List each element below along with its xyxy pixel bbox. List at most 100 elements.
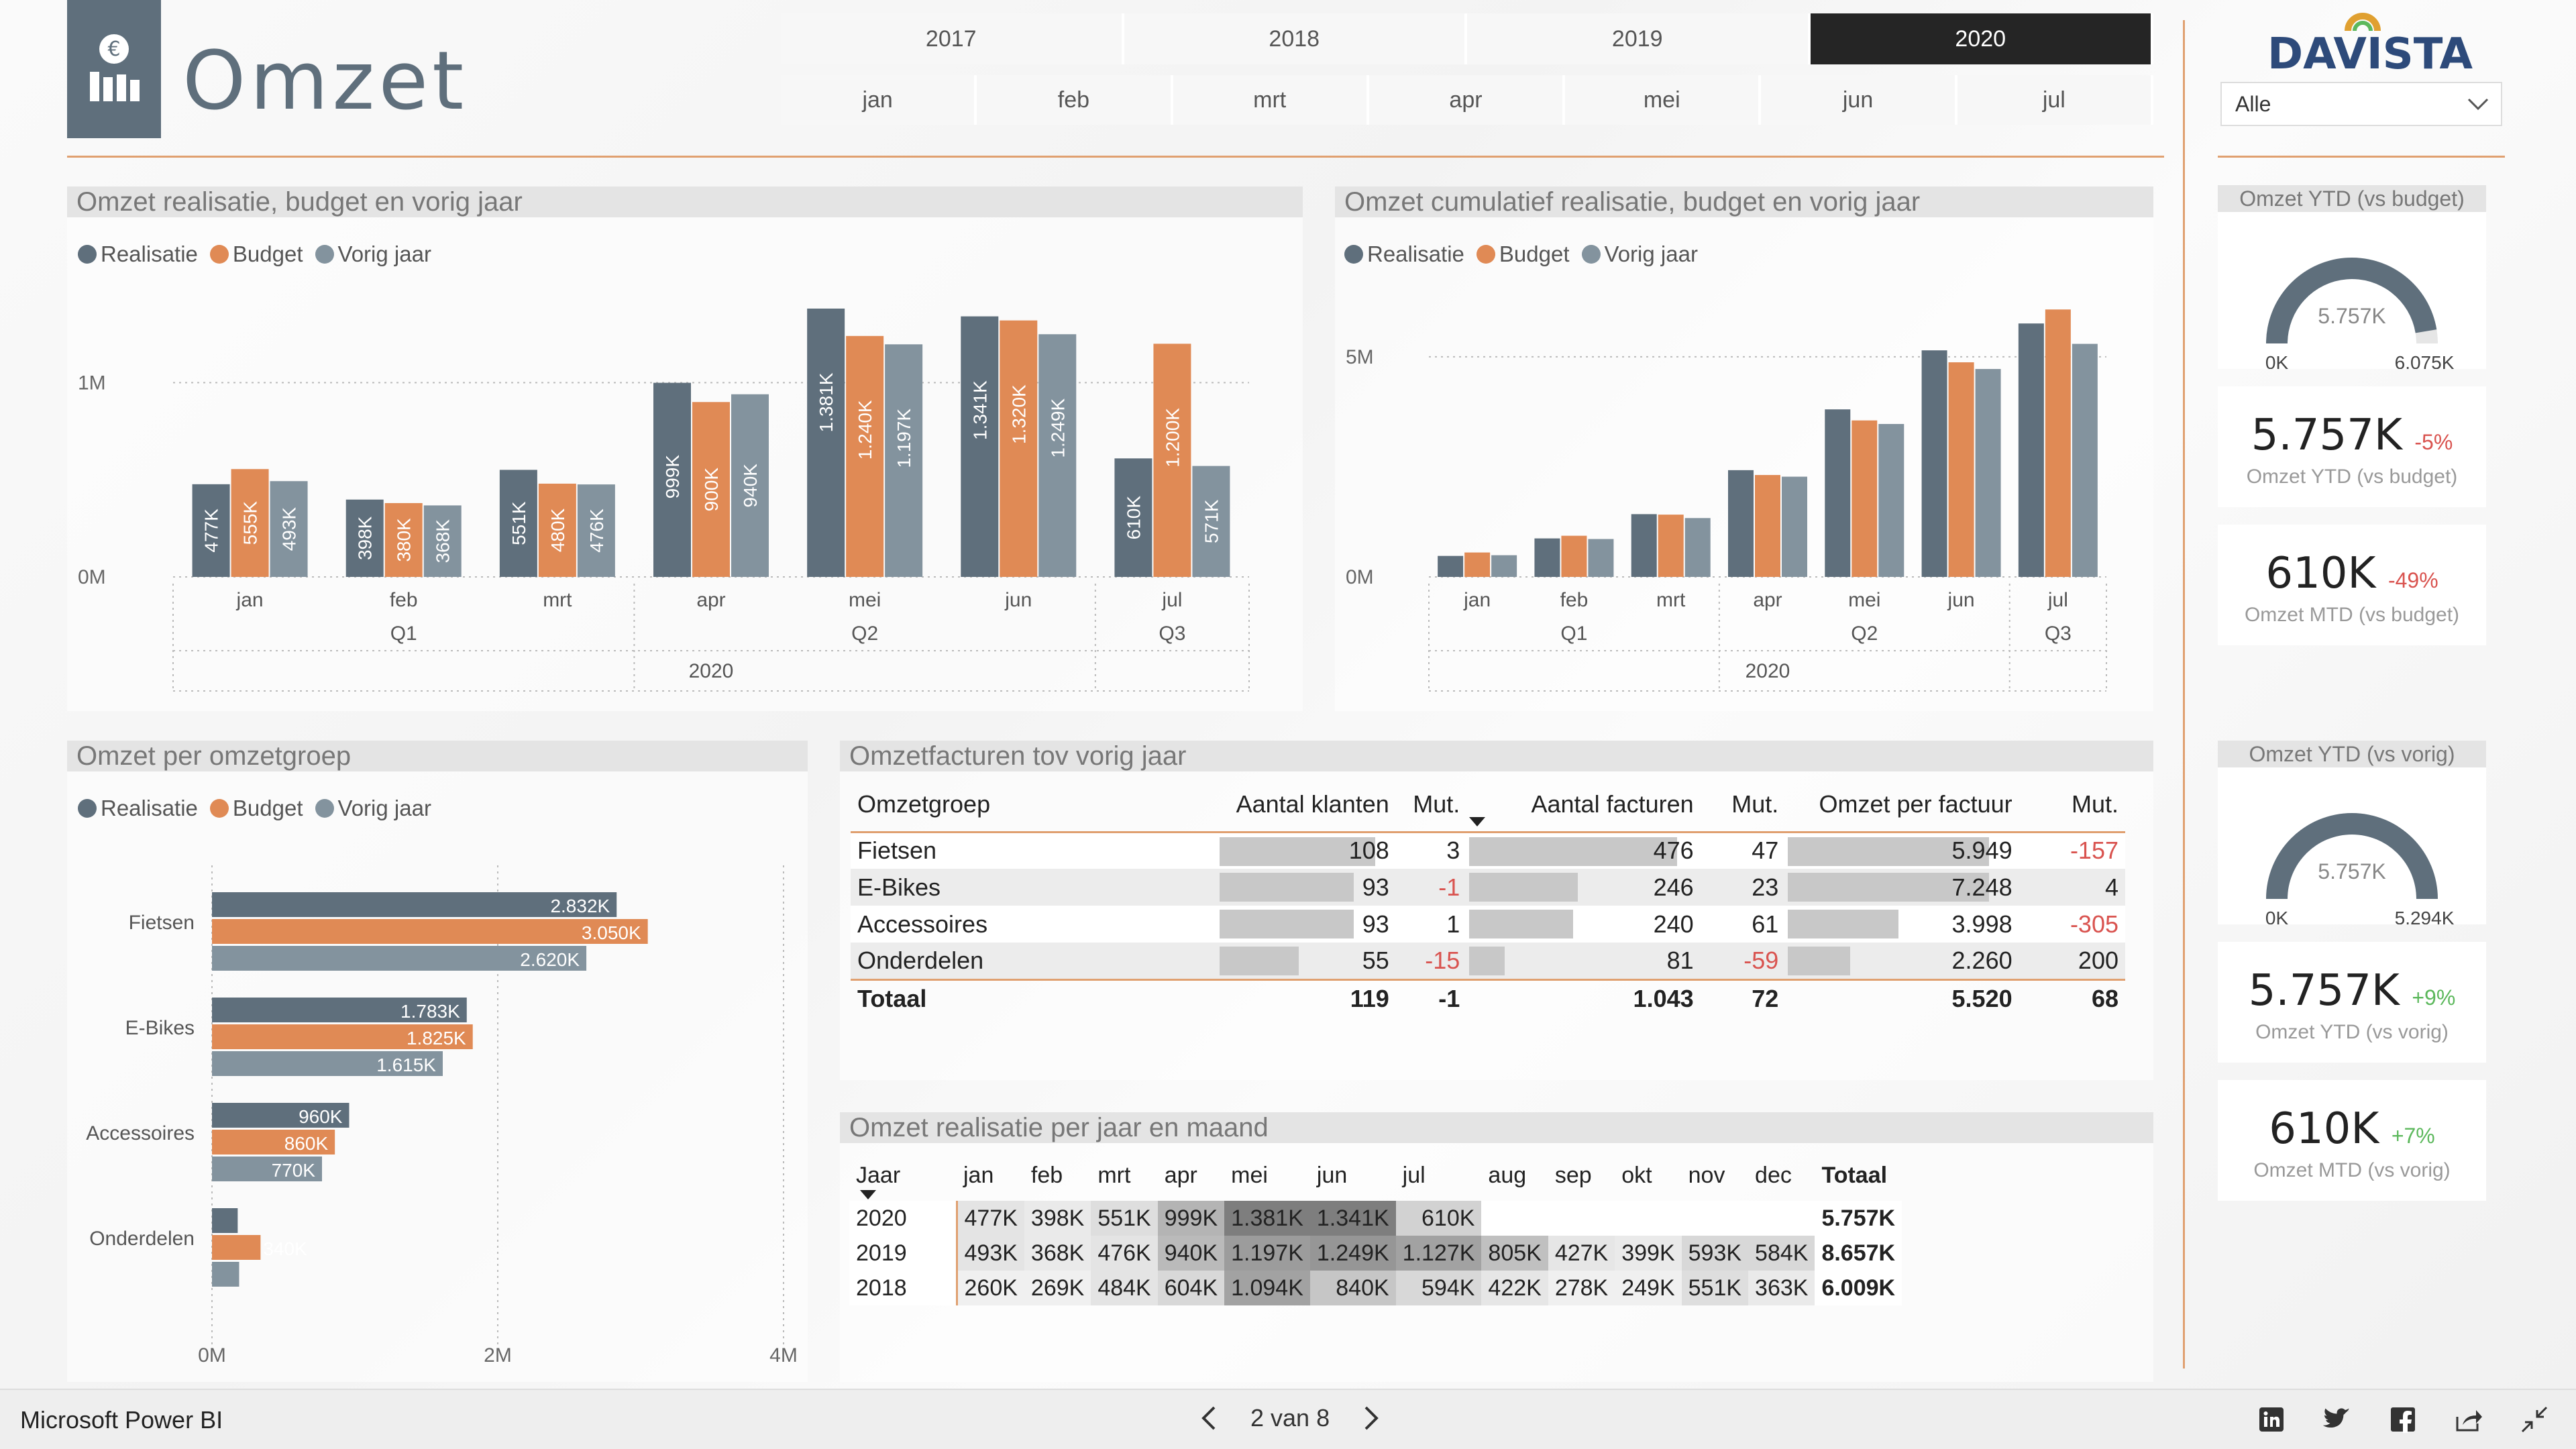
matrix-cell: 2018 <box>849 1271 957 1305</box>
legend-item[interactable]: Budget <box>209 241 303 267</box>
table-row[interactable]: 2020 477K 398K 551K 999K 1.381K 1.341K 610K 5.75… <box>849 1201 1902 1236</box>
column-header[interactable]: Mut. <box>1413 790 1460 818</box>
chart2-legend: Realisatie Budget Vorig jaar <box>1344 241 1698 267</box>
legend-item[interactable]: Realisatie <box>1344 241 1464 267</box>
bar-vorig-jaar-jan <box>1491 555 1517 577</box>
column-header[interactable]: apr <box>1164 1162 1197 1188</box>
next-page-icon[interactable] <box>1356 1403 1386 1433</box>
year-option-2020[interactable]: 2020 <box>1810 13 2153 64</box>
prev-page-icon[interactable] <box>1194 1403 1224 1433</box>
legend-dot <box>315 799 334 818</box>
x-tick-label: jul <box>1161 589 1182 611</box>
table-row[interactable]: 2019 493K 368K 476K 940K 1.197K 1.249K 1.127K 80… <box>849 1236 1902 1271</box>
cell-value: 93 <box>1362 873 1389 901</box>
column-header[interactable]: aug <box>1488 1162 1527 1188</box>
bar-vorig-jaar-Accessoires <box>212 1157 323 1181</box>
bar-data-label: 551K <box>508 501 529 545</box>
year-option-2018[interactable]: 2018 <box>1124 13 1467 64</box>
month-option-mei[interactable]: mei <box>1565 75 1762 125</box>
column-header[interactable]: Mut. <box>2071 790 2118 818</box>
column-header[interactable]: feb <box>1030 1162 1063 1188</box>
legend-item[interactable]: Vorig jaar <box>1581 241 1698 267</box>
header-divider <box>67 156 2164 158</box>
column-header[interactable]: Aantal facturen <box>1466 778 1700 832</box>
kpi-card-content: 5.757K +9% Omzet YTD (vs vorig) <box>2218 942 2486 1063</box>
column-header[interactable]: mei <box>1231 1162 1268 1188</box>
table-row[interactable]: Accessoires 93 1 240 61 3.998 -305 <box>851 906 2125 943</box>
table-row[interactable]: Fietsen 108 3 476 47 5.949 -157 <box>851 832 2125 869</box>
exit-fullscreen-icon[interactable] <box>2520 1405 2549 1434</box>
matrix-cell: 1.341K <box>1309 1201 1396 1236</box>
legend-label: Realisatie <box>101 796 198 820</box>
sort-desc-icon[interactable] <box>1469 817 1486 826</box>
column-header[interactable]: Jaar <box>849 1150 957 1201</box>
twitter-icon[interactable] <box>2322 1405 2352 1434</box>
sort-desc-icon[interactable] <box>860 1190 876 1199</box>
matrix-cell: 399K <box>1615 1236 1682 1271</box>
quarter-label: Q2 <box>1851 623 1878 645</box>
column-header[interactable]: sep <box>1554 1162 1592 1188</box>
filter-dropdown[interactable]: Alle <box>2220 82 2502 126</box>
column-header[interactable]: Totaal <box>1821 1162 1888 1188</box>
bar-data-label: 2.832K <box>550 896 610 916</box>
table-row[interactable]: Onderdelen 55 -15 81 -59 2.260 200 <box>851 943 2125 979</box>
bar-vorig-jaar-mrt <box>1684 518 1711 577</box>
month-option-mrt[interactable]: mrt <box>1173 75 1369 125</box>
legend-dot <box>209 245 229 264</box>
month-option-jan[interactable]: jan <box>781 75 977 125</box>
column-header[interactable]: Aantal klanten <box>1236 790 1389 818</box>
column-header[interactable]: mrt <box>1097 1162 1131 1188</box>
share-icon[interactable] <box>2454 1405 2483 1434</box>
bar-data-label: 900K <box>701 468 722 512</box>
kpi-card-content: 610K -49% Omzet MTD (vs budget) <box>2218 525 2486 645</box>
legend-label: Realisatie <box>101 241 198 266</box>
kpi-vorig-group: Omzet YTD (vs vorig) 5.757K 0K 5.294K 5.757… <box>2211 741 2493 1210</box>
column-header[interactable]: Mut. <box>1731 790 1779 818</box>
column-header[interactable]: jun <box>1316 1162 1348 1188</box>
month-option-feb[interactable]: feb <box>977 75 1173 125</box>
legend-item[interactable]: Realisatie <box>78 241 198 267</box>
matrix-cell: 6.009K <box>1815 1271 1902 1305</box>
matrix-cell: 940K <box>1157 1236 1225 1271</box>
bar-realisatie-E-Bikes <box>212 998 467 1022</box>
cell-value: 4 <box>2104 873 2118 901</box>
kpi-delta: -5% <box>2414 430 2453 454</box>
year-option-2019[interactable]: 2019 <box>1467 13 1811 64</box>
table-row[interactable]: E-Bikes 93 -1 246 23 7.248 4 <box>851 869 2125 906</box>
column-header[interactable]: okt <box>1621 1162 1652 1188</box>
month-option-jul[interactable]: jul <box>1957 75 2153 125</box>
matrix-grid: Jaar jan feb mrt apr mei jun jul aug sep okt nov dec… <box>849 1150 1902 1305</box>
legend-item[interactable]: Realisatie <box>78 796 198 821</box>
legend-item[interactable]: Budget <box>1476 241 1570 267</box>
cell-value: 246 <box>1653 873 1694 901</box>
month-option-jun[interactable]: jun <box>1761 75 1957 125</box>
gauge-fill <box>2266 257 2437 343</box>
filter-divider <box>2218 156 2505 158</box>
column-header[interactable]: Omzet per factuur <box>1819 790 2012 818</box>
column-header[interactable]: jan <box>963 1162 994 1188</box>
matrix-cell: 604K <box>1157 1271 1225 1305</box>
month-option-apr[interactable]: apr <box>1368 75 1566 125</box>
legend-dot <box>1344 245 1363 264</box>
column-header[interactable]: dec <box>1755 1162 1792 1188</box>
cell-value: -305 <box>2070 910 2118 938</box>
linkedin-icon[interactable] <box>2257 1405 2286 1434</box>
bar-budget-E-Bikes <box>212 1024 473 1049</box>
bar-vorig-jaar-E-Bikes <box>212 1051 443 1076</box>
legend-item[interactable]: Vorig jaar <box>315 241 431 267</box>
year-month-matrix: Jaar jan feb mrt apr mei jun jul aug sep okt nov dec… <box>849 1150 2110 1305</box>
table-row[interactable]: 2018 260K 269K 484K 604K 1.094K 840K 594K 422K 27… <box>849 1271 1902 1305</box>
bar-vorig-jaar-apr <box>1782 476 1807 577</box>
column-header[interactable]: nov <box>1688 1162 1725 1188</box>
bar-realisatie-Onderdelen <box>212 1208 238 1233</box>
column-header[interactable]: Omzetgroep <box>857 790 991 818</box>
table-cell: -15 <box>1396 943 1467 979</box>
column-header[interactable]: jul <box>1402 1162 1426 1188</box>
bar-data-label: 398K <box>355 516 376 560</box>
legend-item[interactable]: Budget <box>209 796 303 821</box>
year-option-2017[interactable]: 2017 <box>781 13 1124 64</box>
facebook-icon[interactable] <box>2388 1405 2418 1434</box>
matrix-cell <box>1615 1201 1682 1236</box>
legend-item[interactable]: Vorig jaar <box>315 796 431 821</box>
